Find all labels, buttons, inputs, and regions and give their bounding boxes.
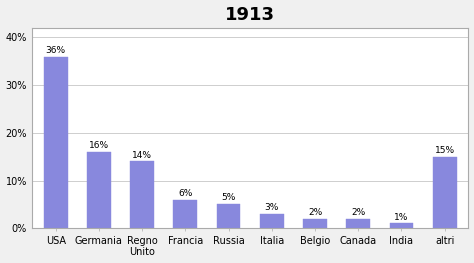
Text: 2%: 2% [351,208,365,217]
Bar [173,200,197,228]
Bar [346,219,370,228]
Bar [217,204,240,228]
Bar [130,161,154,228]
Text: 5%: 5% [221,194,236,203]
Bar [260,214,283,228]
Text: 3%: 3% [264,203,279,212]
Title: 1913: 1913 [225,6,275,24]
Text: 36%: 36% [46,45,66,55]
Text: 14%: 14% [132,150,152,160]
Bar [87,152,111,228]
Bar [433,157,456,228]
Text: 1%: 1% [394,213,409,221]
Text: 2%: 2% [308,208,322,217]
Text: 6%: 6% [178,189,192,198]
Text: 16%: 16% [89,141,109,150]
Text: 15%: 15% [435,146,455,155]
Bar [44,57,68,228]
Bar [303,219,327,228]
Bar [390,224,413,228]
